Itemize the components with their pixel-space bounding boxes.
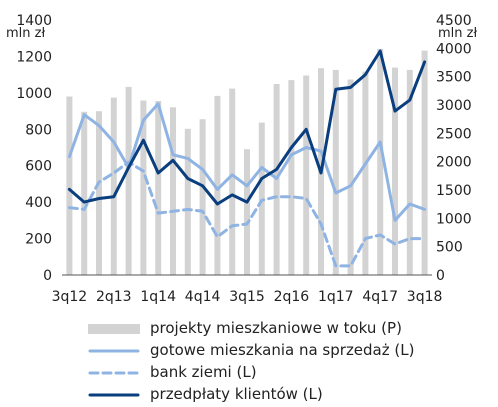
- legend-label-prepayments: przedpłaty klientów (L): [150, 385, 323, 403]
- bar-3q12: [66, 96, 73, 275]
- left-tick-800: 800: [25, 122, 52, 138]
- bar-3q14: [184, 128, 191, 275]
- legend: projekty mieszkaniowe w toku (P) gotowe …: [88, 318, 488, 406]
- x-tick-1q17: 1q17: [318, 289, 354, 305]
- right-tick-0: 0: [436, 268, 445, 284]
- x-tick-3q18: 3q18: [407, 289, 443, 305]
- left-tick-600: 600: [25, 159, 52, 175]
- bar-3q17: [362, 71, 369, 275]
- legend-label-land-bank: bank ziemi (L): [150, 363, 257, 381]
- bar-4q13: [140, 100, 147, 275]
- right-tick-2500: 2500: [436, 126, 472, 142]
- left-tick-1400: 1400: [16, 13, 52, 29]
- bar-2q15: [229, 88, 236, 275]
- x-tick-4q14: 4q14: [185, 289, 221, 305]
- legend-label-projects: projekty mieszkaniowe w toku (P): [150, 319, 402, 337]
- left-tick-0: 0: [43, 268, 52, 284]
- bar-4q17: [377, 48, 384, 276]
- bar-3q18: [421, 50, 428, 275]
- chart-svg: 0 200 400 600 800 1000 1200 1400 0 500 1000 1500 200…: [6, 13, 477, 305]
- bar-3q13: [125, 86, 132, 276]
- right-tick-3000: 3000: [436, 98, 472, 114]
- bar-4q12: [81, 111, 88, 275]
- x-tick-2q16: 2q16: [274, 289, 310, 305]
- series-line-2: [67, 49, 427, 206]
- left-unit-label: mln zł: [6, 26, 45, 41]
- right-tick-2000: 2000: [436, 155, 472, 171]
- left-tick-1000: 1000: [16, 86, 52, 102]
- legend-item-finished-flats: gotowe mieszkania na sprzedaż (L): [88, 340, 488, 362]
- x-tick-2q13: 2q13: [96, 289, 132, 305]
- bar-4q14: [199, 119, 206, 275]
- right-tick-4000: 4000: [436, 41, 472, 57]
- right-tick-1000: 1000: [436, 211, 472, 227]
- bar-2q17: [347, 79, 354, 275]
- legend-swatch-land-bank: [88, 371, 140, 375]
- x-tick-1q14: 1q14: [140, 289, 176, 305]
- left-tick-1200: 1200: [16, 49, 52, 65]
- legend-label-finished-flats: gotowe mieszkania na sprzedaż (L): [150, 341, 415, 359]
- bar-1q17: [332, 69, 339, 276]
- x-tick-3q15: 3q15: [229, 289, 265, 305]
- legend-swatch-prepayments: [88, 393, 140, 397]
- bar-1q15: [214, 95, 221, 276]
- bar-3q15: [244, 149, 250, 275]
- bar-1q18: [392, 67, 398, 275]
- right-tick-1500: 1500: [436, 183, 472, 199]
- bar-2q13: [110, 97, 117, 275]
- right-unit-label: mln zł: [438, 26, 477, 41]
- series-line-1: [67, 160, 427, 268]
- axes-layer: 0 200 400 600 800 1000 1200 1400 0 500 1000 1500 200…: [6, 13, 477, 305]
- right-tick-3500: 3500: [436, 70, 472, 86]
- bars-layer: [66, 48, 428, 276]
- left-tick-200: 200: [25, 232, 52, 248]
- bar-3q16: [303, 75, 310, 275]
- left-tick-400: 400: [25, 195, 52, 211]
- right-tick-4500: 4500: [436, 13, 472, 29]
- bar-2q16: [288, 80, 295, 275]
- legend-item-land-bank: bank ziemi (L): [88, 362, 488, 384]
- x-tick-4q17: 4q17: [362, 289, 398, 305]
- bar-1q14: [155, 101, 162, 275]
- bar-1q13: [96, 111, 102, 275]
- bar-2q18: [406, 69, 413, 276]
- legend-swatch-projects: [88, 324, 140, 334]
- legend-item-prepayments: przedpłaty klientów (L): [88, 384, 488, 406]
- legend-item-projects: projekty mieszkaniowe w toku (P): [88, 318, 488, 340]
- legend-swatch-finished-flats: [88, 349, 140, 353]
- right-tick-500: 500: [436, 240, 463, 256]
- bar-2q14: [170, 107, 176, 275]
- lines-layer: [67, 49, 427, 268]
- x-tick-3q12: 3q12: [52, 289, 88, 305]
